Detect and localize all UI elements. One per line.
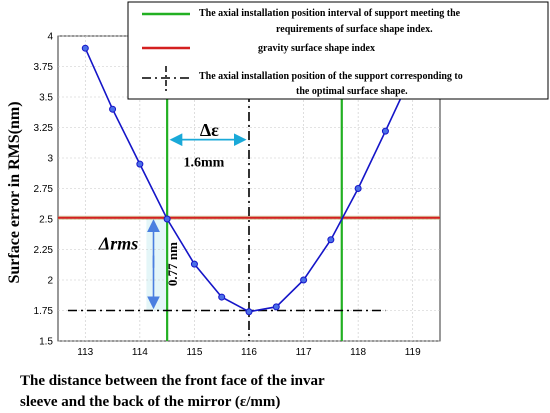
legend-box — [127, 1, 549, 100]
x-tick-label: 114 — [132, 347, 148, 358]
y-tick-label: 3 — [47, 154, 53, 165]
data-point — [381, 127, 389, 135]
delta-rms-label: Δrms — [98, 234, 138, 254]
legend-label-interval-line1: The axial installation position interval… — [199, 8, 461, 19]
data-point — [218, 293, 226, 301]
y-axis-title: Surface error in RMS(nm) — [6, 101, 23, 283]
delta-epsilon-label: Δε — [200, 120, 219, 140]
x-tick-label: 119 — [405, 347, 421, 358]
x-tick-label: 113 — [77, 347, 93, 358]
x-tick-label: 116 — [241, 347, 257, 358]
legend-label-optimal-line2: the optimal surface shape. — [296, 86, 408, 97]
x-tick-labels: 113 114 115 116 117 118 119 — [77, 347, 421, 358]
y-tick-label: 4 — [47, 32, 53, 43]
y-tick-label: 3.25 — [34, 123, 54, 134]
annotations-layer — [147, 133, 247, 310]
y-tick-label: 2.25 — [34, 245, 54, 256]
y-tick-label: 2.5 — [39, 215, 53, 226]
data-point — [190, 260, 198, 268]
data-point — [300, 276, 308, 284]
data-point — [109, 105, 117, 113]
delta-rms-value: 0.77 nm — [165, 242, 180, 286]
y-tick-labels: 1.5 1.75 2 2.25 2.5 2.75 3 3.25 3.5 3.75 4 — [34, 32, 54, 348]
y-tick-label: 3.75 — [34, 62, 54, 73]
delta-rms-band — [146, 217, 168, 311]
data-point — [245, 308, 253, 316]
data-point — [136, 160, 144, 168]
y-tick-label: 1.5 — [39, 337, 53, 348]
legend-label-interval-line2: requirements of surface shape index. — [276, 24, 433, 35]
delta-epsilon-value: 1.6mm — [184, 156, 225, 171]
x-axis-title-line1: The distance between the front face of t… — [20, 373, 325, 389]
x-axis-title-line2: sleeve and the back of the mirror (ε/mm) — [20, 394, 280, 410]
data-point — [354, 185, 362, 192]
x-tick-label: 118 — [350, 347, 366, 358]
y-tick-label: 2.75 — [34, 184, 54, 195]
x-tick-label: 115 — [186, 347, 202, 358]
reference-lines — [58, 36, 440, 341]
data-point — [81, 44, 89, 52]
legend: The axial installation position interval… — [127, 1, 549, 100]
x-tick-label: 117 — [296, 347, 312, 358]
y-tick-label: 3.5 — [39, 93, 53, 104]
legend-label-gravity: gravity surface shape index — [258, 43, 375, 54]
data-point — [327, 236, 335, 244]
series-layer — [81, 44, 417, 316]
legend-label-optimal-line1: The axial installation position of the s… — [199, 71, 463, 82]
data-point — [163, 215, 171, 223]
y-tick-label: 1.75 — [34, 306, 54, 317]
data-point — [272, 303, 280, 311]
y-tick-label: 2 — [47, 276, 53, 287]
